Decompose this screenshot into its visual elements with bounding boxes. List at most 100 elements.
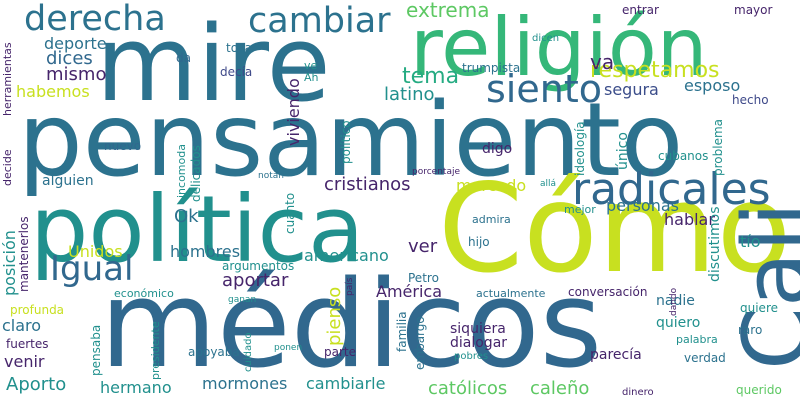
word-personas: personas xyxy=(606,196,679,215)
word-ah: Ah xyxy=(304,71,319,84)
word-politica: política xyxy=(30,176,365,283)
word-posicion: posición xyxy=(0,230,19,296)
word-digo: digo xyxy=(482,141,513,157)
word-dialogar: dialogar xyxy=(450,335,508,351)
word-mismo: mismo xyxy=(46,64,107,85)
word-ganan: ganan xyxy=(228,295,257,305)
word-entrar: entrar xyxy=(622,3,659,17)
word-toca: toca xyxy=(226,41,252,55)
word-venir: venir xyxy=(4,352,45,371)
word-como: Cómo xyxy=(438,158,792,300)
word-deporte: deporte xyxy=(44,34,107,53)
word-va: va xyxy=(590,50,615,74)
word-ponen: ponen xyxy=(274,343,303,353)
word-parecia: parecía xyxy=(590,347,642,363)
word-claro: claro xyxy=(2,316,42,335)
word-latino: latino xyxy=(384,84,435,105)
word-incomoda: incomoda xyxy=(175,144,188,198)
word-dices: dices xyxy=(46,48,93,69)
word-alla: allá xyxy=(540,179,557,189)
word-porcentaje: porcentaje xyxy=(412,167,460,177)
word-petro: Petro xyxy=(408,271,439,285)
word-trumpista: trumpista xyxy=(462,61,521,75)
word-apoyaba: apoyaba xyxy=(188,345,240,359)
word-alguien: alguien xyxy=(42,173,94,189)
word-hablar: hablar xyxy=(664,210,715,229)
word-dicen: dicen xyxy=(532,33,560,44)
word-ver: ver xyxy=(408,236,438,257)
word-siquiera: siquiera xyxy=(450,321,506,337)
word-cambiar: cambiar xyxy=(248,1,391,41)
word-americano: americano xyxy=(304,246,389,265)
word-siento: siento xyxy=(486,67,602,111)
word-presidente: presidente xyxy=(149,321,162,380)
word-raro: raro xyxy=(738,323,763,337)
word-dinero: dinero xyxy=(622,387,654,398)
word-economico: económico xyxy=(114,287,174,300)
word-america: América xyxy=(376,282,442,301)
word-esposo: esposo xyxy=(684,76,741,95)
word-cali: Cali xyxy=(724,201,800,370)
word-querido: querido xyxy=(736,383,782,397)
word-marcado: marcado xyxy=(456,176,527,195)
word-embargo: embargo xyxy=(413,316,427,370)
word-mejor: mejor xyxy=(564,203,596,216)
word-ideologia: ideología xyxy=(573,121,587,176)
word-respetamos: respetamos xyxy=(590,58,720,83)
word-mantenerlos: mantenerlos xyxy=(17,216,31,292)
word-familia: familia xyxy=(395,311,409,352)
word-pienso: pienso xyxy=(324,286,345,346)
word-hombres: hombres xyxy=(170,242,241,261)
word-parte: parte xyxy=(324,345,356,359)
word-religion: religión xyxy=(410,1,708,94)
word-mormones: mormones xyxy=(202,374,288,393)
word-problema: problema xyxy=(711,118,725,176)
word-viviendo: viviendo xyxy=(284,78,303,146)
word-pobres: pobres xyxy=(454,351,489,362)
word-politico: político xyxy=(339,120,353,164)
word-igual: Igual xyxy=(50,249,134,289)
word-derecha: derecha xyxy=(24,0,166,39)
word-pensamiento: pensamiento xyxy=(18,81,684,200)
word-medicos: médicos xyxy=(100,256,603,395)
word-radicales: radicales xyxy=(572,164,771,215)
word-aporto: Aporto xyxy=(6,374,67,395)
word-discutimos: discutimos xyxy=(707,206,723,282)
word-cambiarle: cambiarle xyxy=(306,374,386,393)
word-habemos: habemos xyxy=(16,82,90,101)
word-decia: decía xyxy=(220,65,253,79)
word-nadie: nadie xyxy=(656,293,695,309)
word-verdad: verdad xyxy=(684,351,726,365)
word-delicados: delicados xyxy=(189,145,203,202)
word-catolicos: católicos xyxy=(428,378,508,399)
word-dando: dando xyxy=(669,287,679,316)
word-da: da xyxy=(176,51,191,65)
word-extrema: extrema xyxy=(406,0,490,22)
word-decide: decide xyxy=(1,149,14,186)
word-actualmente: actualmente xyxy=(476,287,546,300)
word-segura: segura xyxy=(604,80,659,99)
word-profunda: profunda xyxy=(10,303,65,317)
word-quiero: quiero xyxy=(656,315,701,331)
word-mayor: mayor xyxy=(734,3,773,17)
word-palabra: palabra xyxy=(676,333,718,346)
word-aportar: aportar xyxy=(222,270,289,291)
word-admira: admira xyxy=(472,213,511,226)
word-nuevo: nuevo xyxy=(104,139,142,153)
word-cuidado: cuidado xyxy=(243,332,254,372)
word-caleno: caleño xyxy=(530,378,590,399)
word-ve: ve xyxy=(304,59,318,72)
word-fuertes: fuertes xyxy=(6,337,49,351)
word-cuanto: cuanto xyxy=(283,192,297,234)
word-unidos: Unidos xyxy=(68,242,123,261)
word-hermano: hermano xyxy=(100,378,172,397)
word-cubanos: cubanos xyxy=(658,149,709,163)
word-hecho: hecho xyxy=(732,93,769,107)
word-quiere: quiere xyxy=(740,301,778,315)
word-ok: Ok xyxy=(174,206,199,227)
word-tio: tío xyxy=(740,232,761,251)
word-hijo: hijo xyxy=(468,235,490,249)
word-tema: tema xyxy=(402,64,460,89)
word-herramientas: herramientas xyxy=(1,42,14,116)
